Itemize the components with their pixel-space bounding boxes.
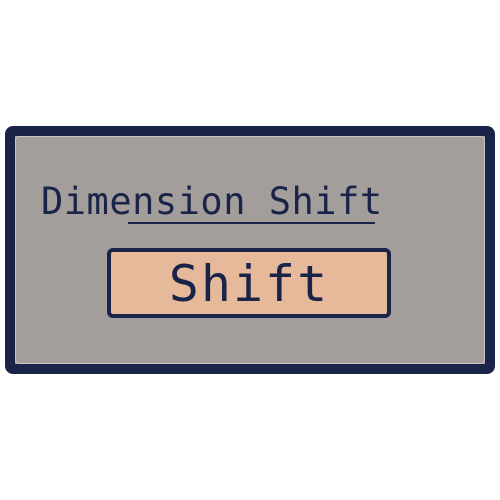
- panel-title: Dimension Shift: [41, 180, 383, 223]
- shift-button[interactable]: Shift: [107, 248, 391, 318]
- title-underline: [128, 222, 375, 224]
- shift-button-label: Shift: [168, 255, 330, 313]
- dimension-shift-panel: Dimension Shift Shift: [5, 126, 495, 374]
